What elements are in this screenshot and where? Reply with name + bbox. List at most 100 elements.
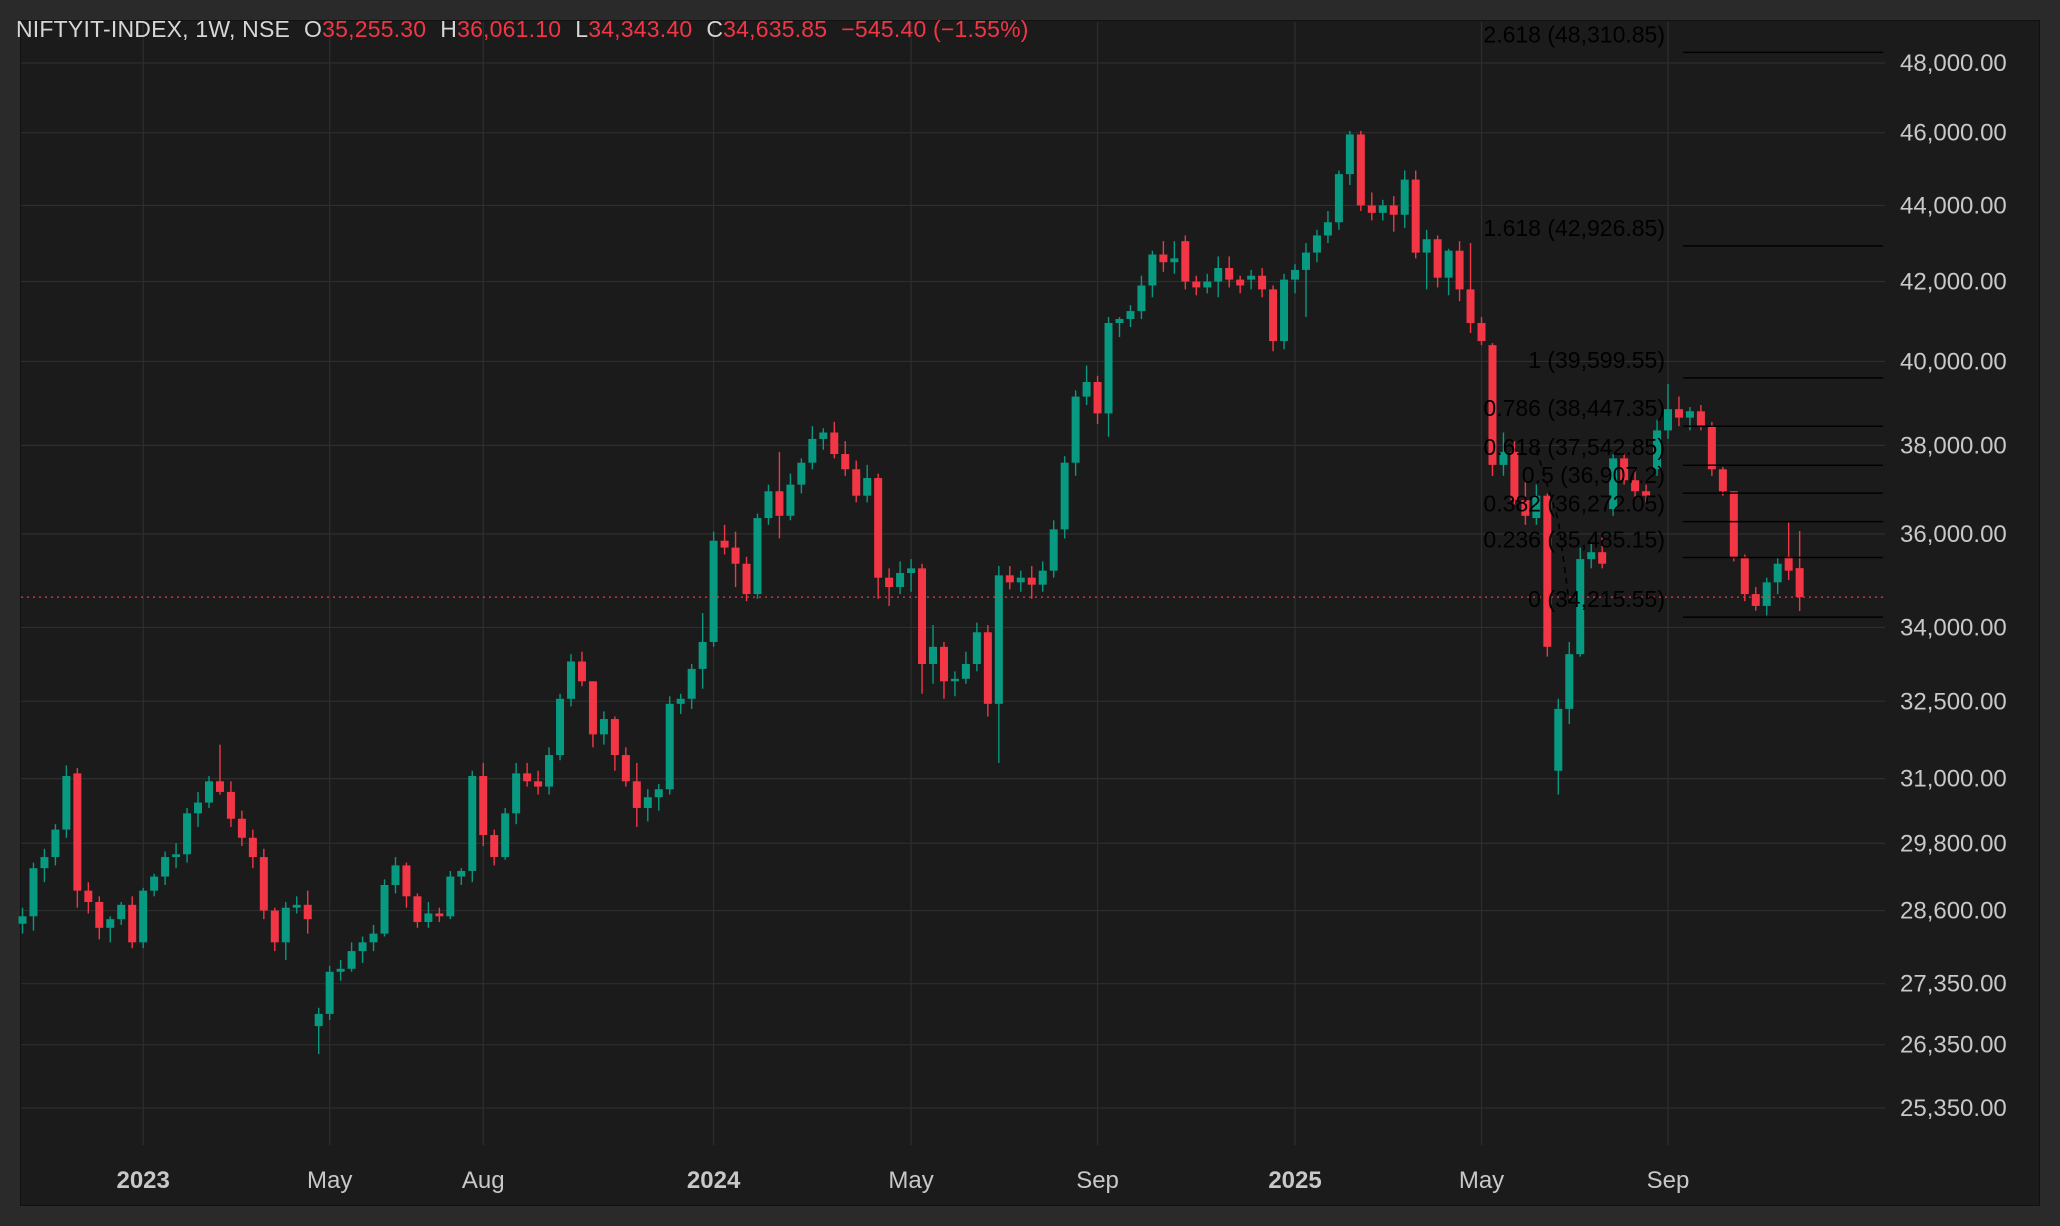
candle-body-up [194, 802, 203, 814]
candle-body-down [775, 491, 784, 516]
candle-body-up [1565, 654, 1574, 709]
candle-body-down [1707, 426, 1716, 470]
open-value: 35,255.30 [322, 16, 427, 42]
candle-body-up [1082, 382, 1091, 397]
candle-body-up [150, 876, 159, 891]
candle-body-down [1510, 451, 1519, 501]
candle-body-up [1203, 281, 1212, 288]
candle-body-up [29, 868, 38, 917]
candle-body-down [226, 791, 235, 819]
candle-body-up [819, 432, 828, 439]
candle-body-down [588, 681, 597, 735]
candle-body-up [643, 797, 652, 808]
x-axis-tick-label: May [1459, 1167, 1504, 1194]
candle-body-down [84, 890, 93, 902]
candle-body-up [1576, 559, 1585, 655]
candle-body-down [720, 540, 729, 548]
candle-body-down [918, 568, 927, 664]
candle-body-down [248, 837, 257, 858]
candle-body-up [1400, 179, 1409, 215]
y-axis-tick-label: 36,000.00 [1900, 521, 2007, 548]
candle-body-down [215, 781, 224, 792]
candle-body-down [523, 773, 532, 782]
low-label: L [575, 16, 589, 42]
candle-body-up [51, 829, 60, 858]
candle-body-up [1422, 239, 1431, 253]
candle-body-up [698, 641, 707, 669]
candle-body-down [270, 910, 279, 943]
candle-body-up [1587, 552, 1596, 560]
candle-body-up [1609, 458, 1618, 510]
fib-level-label: 1 (39,599.55) [1528, 347, 1665, 373]
candle-body-up [468, 776, 477, 871]
candle-body-up [1060, 462, 1069, 530]
candle-body-up [139, 890, 148, 943]
candle-body-up [336, 968, 345, 972]
fib-level-label: 0.618 (37,542.85) [1483, 434, 1665, 460]
candle-body-up [1016, 577, 1025, 583]
candle-body-up [907, 568, 916, 574]
candle-body-up [556, 698, 565, 756]
candle-body-up [1137, 285, 1146, 312]
candle-body-up [1115, 319, 1124, 324]
candle-body-up [676, 698, 685, 704]
candle-body-up [457, 870, 466, 877]
candle-body-down [1005, 575, 1014, 583]
candle-body-up [567, 661, 575, 699]
candle-body-down [939, 646, 948, 682]
candle-body-down [1411, 179, 1420, 253]
candle-body-down [1455, 250, 1464, 290]
candle-body-down [1674, 409, 1683, 418]
candle-body-up [753, 518, 762, 595]
candle-body-up [929, 646, 938, 664]
candle-body-down [577, 661, 586, 682]
candle-body-up [1532, 495, 1541, 519]
candle-body-down [1466, 289, 1475, 324]
candle-body-up [950, 678, 959, 682]
candle-body-down [1159, 254, 1168, 263]
candle-body-up [896, 573, 905, 588]
candle-body-up [654, 789, 663, 798]
x-axis-tick-label: Sep [1647, 1167, 1690, 1194]
candle-body-up [1104, 323, 1113, 414]
symbol-label[interactable]: NIFTYIT-INDEX, 1W, NSE [16, 16, 291, 42]
candle-body-up [1247, 275, 1256, 280]
candle-body-up [1170, 258, 1179, 263]
candle-body-down [1225, 267, 1234, 280]
candle-body-up [62, 776, 71, 830]
candle-body-down [1729, 491, 1738, 557]
high-value: 36,061.10 [457, 16, 562, 42]
candle-body-down [413, 896, 422, 923]
candle-body-down [852, 469, 861, 496]
x-axis-tick-label: Aug [462, 1167, 505, 1194]
y-axis-tick-label: 34,000.00 [1900, 614, 2007, 641]
fib-level-label: 0.786 (38,447.35) [1483, 395, 1665, 421]
candle-body-down [610, 719, 619, 756]
close-label: C [706, 16, 724, 42]
fib-level-label: 0.236 (35,485.15) [1483, 526, 1665, 552]
candle-body-up [446, 876, 455, 917]
candle-body-up [1148, 254, 1157, 286]
candle-body-up [314, 1013, 323, 1027]
candle-body-up [18, 916, 27, 924]
candle-body-up [347, 951, 356, 969]
candle-body-up [1378, 205, 1387, 213]
y-axis-tick-label: 32,500.00 [1900, 688, 2007, 715]
candle-body-up [380, 884, 389, 934]
fib-level-label: 0.382 (36,272.05) [1483, 491, 1665, 517]
y-axis-tick-label: 38,000.00 [1900, 432, 2007, 459]
candle-body-up [797, 462, 806, 485]
candle-body-down [1521, 500, 1530, 516]
candle-body-up [687, 668, 696, 699]
candle-body-down [1477, 323, 1486, 342]
candle-body-up [172, 854, 181, 858]
candle-body-up [424, 913, 433, 923]
candle-body-up [1499, 451, 1508, 465]
candle-body-down [632, 781, 641, 808]
fib-level-label: 0 (34,215.55) [1528, 586, 1665, 612]
candle-body-up [512, 773, 521, 814]
candle-body-up [161, 857, 170, 877]
candle-body-down [742, 563, 751, 595]
candle-body-up [545, 755, 554, 787]
